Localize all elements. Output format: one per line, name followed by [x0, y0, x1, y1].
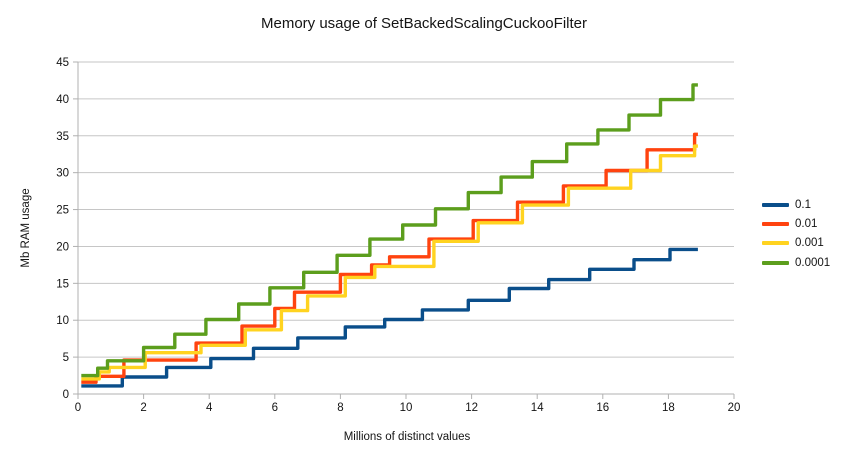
- legend-swatch-0.1: [762, 202, 789, 207]
- legend-swatch-0.0001: [762, 260, 789, 265]
- y-tick-label-5: 5: [63, 352, 69, 364]
- series-line-0.1: [81, 247, 698, 388]
- legend-swatch-0.01: [762, 222, 789, 227]
- legend-label: 0.0001: [795, 256, 831, 269]
- legend-label: 0.001: [795, 237, 824, 250]
- legend-swatch-0.001: [762, 241, 789, 246]
- x-tick-label-4: 4: [206, 402, 213, 414]
- x-tick-label-18: 18: [662, 402, 675, 414]
- y-tick-label-20: 20: [56, 241, 69, 253]
- y-tick-label-30: 30: [56, 168, 69, 180]
- chart-title: Memory usage of SetBackedScalingCuckooFi…: [261, 15, 587, 32]
- x-axis-title: Millions of distinct values: [343, 431, 471, 443]
- legend-item-0.1: 0.1: [762, 195, 830, 214]
- legend-item-0.01: 0.01: [762, 214, 830, 233]
- y-tick-label-10: 10: [56, 315, 69, 327]
- x-tick-label-12: 12: [465, 402, 478, 414]
- x-tick-label-14: 14: [531, 402, 544, 414]
- legend-label: 0.1: [795, 198, 811, 211]
- x-tick-label-20: 20: [728, 402, 741, 414]
- legend-label: 0.01: [795, 218, 818, 231]
- x-tick-label-8: 8: [337, 402, 343, 414]
- legend: 0.1 0.01 0.001 0.0001: [762, 195, 830, 273]
- y-tick-label-25: 25: [56, 205, 69, 217]
- y-tick-label-45: 45: [56, 57, 69, 69]
- y-tick-label-15: 15: [56, 278, 69, 290]
- y-tick-label-35: 35: [56, 131, 69, 143]
- x-tick-label-16: 16: [596, 402, 609, 414]
- x-tick-label-10: 10: [400, 402, 413, 414]
- x-tick-label-0: 0: [75, 402, 81, 414]
- x-tick-label-2: 2: [140, 402, 146, 414]
- x-tick-label-6: 6: [272, 402, 278, 414]
- series-line-0.0001: [81, 83, 698, 378]
- y-tick-label-0: 0: [63, 389, 69, 401]
- legend-item-0.0001: 0.0001: [762, 253, 830, 272]
- legend-item-0.001: 0.001: [762, 234, 830, 253]
- y-tick-label-40: 40: [56, 94, 69, 106]
